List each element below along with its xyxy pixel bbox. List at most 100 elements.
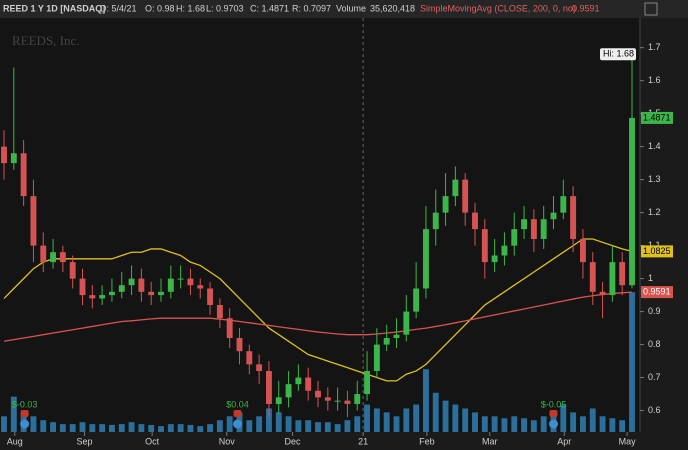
- volume-bar: [393, 416, 400, 432]
- expand-icon[interactable]: [644, 2, 658, 16]
- volume-bar: [197, 426, 204, 432]
- volume-bar: [422, 369, 429, 432]
- hi-label: Hi: 1.68: [603, 49, 634, 59]
- volume-bar: [324, 422, 331, 432]
- candle-body: [373, 344, 380, 371]
- volume-bar: [246, 420, 253, 432]
- sma-tag: 1.0825: [643, 246, 671, 256]
- volume-bar: [167, 424, 174, 432]
- volume-bar: [265, 408, 272, 432]
- earnings-label: $-0.05: [541, 399, 567, 409]
- candle-body: [570, 196, 577, 240]
- candle-body: [1, 146, 7, 164]
- volume-bar: [69, 424, 76, 432]
- y-tick-label: 1.7: [648, 42, 661, 52]
- candle-body: [256, 364, 263, 371]
- header-high: H: 1.68: [176, 3, 205, 13]
- volume-bar: [226, 416, 233, 432]
- volume-bar: [40, 420, 47, 432]
- volume-bar: [275, 412, 282, 432]
- volume-bar: [383, 412, 390, 432]
- header-volume-title: Volume: [336, 3, 366, 13]
- last-price-tag: 1.4871: [643, 112, 671, 122]
- x-tick-label: Oct: [145, 436, 160, 446]
- volume-bar: [89, 424, 96, 432]
- earnings-label: $-0.03: [12, 399, 38, 409]
- candle-body: [472, 212, 478, 230]
- earnings-marker: [549, 419, 558, 429]
- earnings-marker: [233, 419, 243, 429]
- volume-bar: [148, 424, 155, 432]
- candle-body: [265, 370, 272, 404]
- last-price-tag-bg: [641, 111, 673, 124]
- candle-body: [207, 288, 214, 305]
- candle-body: [295, 377, 302, 385]
- candle-body: [40, 245, 47, 263]
- candle-body: [305, 377, 312, 391]
- candle-body: [383, 337, 390, 345]
- candle-body: [59, 252, 66, 263]
- volume-bar: [285, 416, 292, 432]
- candle-body: [560, 196, 567, 213]
- moving-average-line: [3, 291, 633, 342]
- y-tick-label: 1.1: [648, 240, 661, 250]
- volume-bar: [530, 420, 537, 432]
- sma-tag-bg: [641, 245, 673, 258]
- sma200-tag: 0.9591: [643, 286, 671, 296]
- volume-bar: [599, 416, 606, 432]
- x-tick-label: Aug: [7, 436, 23, 446]
- candle-body: [491, 255, 498, 263]
- candle-body: [158, 291, 164, 296]
- header-close: C: 1.4871: [250, 3, 289, 13]
- volume-bar: [30, 416, 37, 432]
- candle-body: [511, 229, 518, 246]
- candle-body: [579, 239, 586, 263]
- candle-body: [393, 334, 400, 338]
- candle-body: [521, 219, 528, 230]
- volume-bar: [579, 416, 586, 432]
- candle-body: [403, 311, 410, 335]
- volume-bar: [629, 292, 635, 432]
- volume-bar: [373, 408, 380, 432]
- y-tick-label: 0.7: [648, 372, 661, 382]
- earnings-label: $0.04: [226, 399, 249, 409]
- candle-body: [177, 278, 184, 280]
- volume-bar: [10, 396, 17, 432]
- header-range: R: 0.7097: [292, 3, 331, 13]
- candle-body: [79, 278, 86, 296]
- volume-bar: [50, 422, 57, 432]
- x-tick-label: Nov: [219, 436, 236, 446]
- candle-body: [462, 179, 469, 213]
- volume-bar: [158, 426, 164, 432]
- volume-bar: [138, 424, 145, 432]
- candle-body: [167, 278, 174, 292]
- volume-bar: [315, 422, 321, 432]
- y-tick-label: 0.9: [648, 306, 661, 316]
- volume-bar: [540, 416, 547, 432]
- candle-body: [422, 229, 429, 289]
- y-tick-label: 1.2: [648, 207, 661, 217]
- candle-body: [275, 397, 282, 404]
- earnings-icon: [549, 410, 558, 417]
- candle-body: [99, 295, 106, 299]
- header-bar: [0, 0, 688, 18]
- candle-body: [285, 384, 292, 398]
- volume-bar: [452, 404, 459, 432]
- sma200-tag-bg: [641, 286, 673, 299]
- candle-body: [530, 219, 537, 240]
- candle-body: [442, 196, 449, 213]
- volume-bar: [589, 408, 596, 432]
- candle-body: [432, 212, 439, 230]
- volume-bar: [79, 422, 86, 432]
- candle-body: [629, 117, 635, 286]
- y-tick-label: 1.4: [648, 141, 661, 151]
- hi-label-bg: [600, 48, 636, 61]
- candle-body: [364, 370, 371, 395]
- study-name: SimpleMovingAvg (CLOSE, 200, 0, no): [420, 3, 576, 13]
- candle-body: [69, 262, 76, 279]
- volume-bar: [59, 424, 66, 432]
- volume-bar: [619, 420, 626, 432]
- candle-body: [452, 179, 459, 197]
- volume-bar: [1, 416, 7, 432]
